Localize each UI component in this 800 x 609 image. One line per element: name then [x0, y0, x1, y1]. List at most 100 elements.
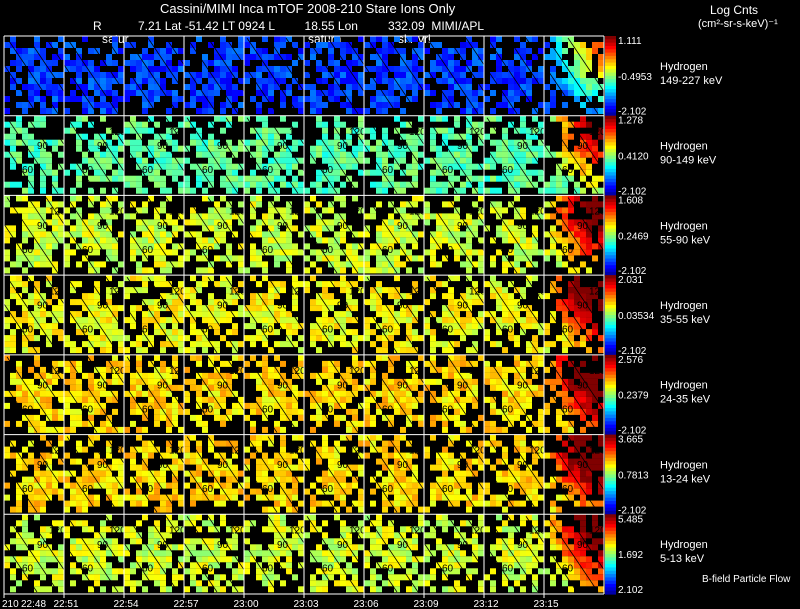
heat-cell	[292, 396, 298, 403]
heat-cell	[256, 488, 262, 495]
contour-label-120: 120	[49, 207, 66, 218]
heat-cell	[184, 115, 190, 122]
heat-cell	[316, 488, 322, 495]
heat-cell	[214, 323, 220, 330]
contour-line	[546, 197, 599, 274]
heat-cell	[28, 452, 34, 459]
heat-cell	[556, 48, 562, 54]
heat-cell	[208, 139, 214, 146]
heat-cell	[112, 255, 118, 262]
heat-cell	[472, 72, 478, 78]
heat-cell	[16, 378, 22, 385]
heat-cell	[226, 287, 232, 294]
heat-cell	[454, 384, 460, 391]
heat-cell	[418, 390, 424, 397]
heat-cell	[376, 139, 382, 146]
heat-cell	[562, 90, 568, 96]
heat-cell	[286, 494, 292, 501]
heat-cell	[40, 169, 46, 176]
heat-cell	[64, 396, 70, 403]
contour-label-90: 90	[217, 221, 229, 232]
heat-cell	[100, 78, 106, 84]
heat-cell	[106, 255, 112, 262]
heat-cell	[154, 139, 160, 146]
heat-cell	[592, 354, 598, 361]
heat-cell	[268, 243, 274, 250]
heat-cell	[406, 341, 412, 348]
heat-cell	[64, 390, 70, 397]
heat-cell	[544, 347, 550, 354]
heat-cell	[388, 470, 394, 477]
heat-cell	[580, 408, 586, 415]
heat-cell	[430, 157, 436, 164]
heat-cell	[514, 213, 520, 220]
heat-cell	[478, 213, 484, 220]
heat-cell	[568, 231, 574, 238]
heat-cell	[334, 378, 340, 385]
heat-cell	[502, 347, 508, 354]
heat-cell	[286, 323, 292, 330]
heat-cell	[220, 384, 226, 391]
heat-cell	[256, 470, 262, 477]
heat-cell	[148, 42, 154, 48]
heat-cell	[466, 84, 472, 90]
heat-cell	[196, 341, 202, 348]
heat-cell	[16, 78, 22, 84]
heat-cell	[580, 48, 586, 54]
colorbar-step	[605, 394, 616, 399]
heat-cell	[478, 414, 484, 421]
heat-cell	[514, 225, 520, 232]
colorbar-step	[605, 138, 616, 143]
contour-line	[465, 356, 518, 433]
heat-cell	[370, 434, 376, 441]
contour-line	[0, 297, 38, 354]
heat-cell	[466, 347, 472, 354]
heat-cell	[10, 440, 16, 447]
heat-cell	[52, 201, 58, 208]
heat-cell	[118, 372, 124, 379]
heat-cell	[526, 323, 532, 330]
colorbar-min: -2.102	[618, 266, 647, 277]
heat-cell	[526, 396, 532, 403]
heat-cell	[166, 414, 172, 421]
heat-cell	[262, 317, 268, 324]
heat-cell	[100, 390, 106, 397]
heat-cell	[64, 54, 70, 60]
heat-cell	[316, 201, 322, 208]
heat-cell	[406, 378, 412, 385]
heat-cell	[310, 335, 316, 342]
heat-cell	[208, 470, 214, 477]
heat-cell	[82, 133, 88, 140]
heat-cell	[328, 360, 334, 367]
heat-cell	[520, 372, 526, 379]
heat-cell	[88, 335, 94, 342]
heat-cell	[562, 420, 568, 427]
heat-cell	[340, 90, 346, 96]
heat-cell	[406, 163, 412, 170]
heat-cell	[586, 90, 592, 96]
heat-cell	[256, 446, 262, 453]
heat-cell	[220, 181, 226, 188]
contour-label-90: 90	[277, 301, 289, 312]
contour-line	[6, 197, 59, 274]
colorbar-step	[605, 152, 616, 157]
heat-cell	[370, 341, 376, 348]
heat-cell	[10, 281, 16, 288]
heat-cell	[286, 36, 292, 42]
colorbar-step	[605, 255, 616, 260]
heat-cell	[466, 293, 472, 300]
heat-cell	[190, 434, 196, 441]
heat-cell	[520, 470, 526, 477]
heat-cell	[574, 72, 580, 78]
colorbar-step	[605, 308, 616, 313]
heat-cell	[82, 231, 88, 238]
heat-cell	[502, 402, 508, 409]
heat-cell	[316, 446, 322, 453]
heat-cell	[262, 360, 268, 367]
heat-cell	[4, 249, 10, 256]
heat-cell	[256, 66, 262, 72]
heat-cell	[352, 482, 358, 489]
heat-cell	[556, 231, 562, 238]
heat-cell	[316, 231, 322, 238]
